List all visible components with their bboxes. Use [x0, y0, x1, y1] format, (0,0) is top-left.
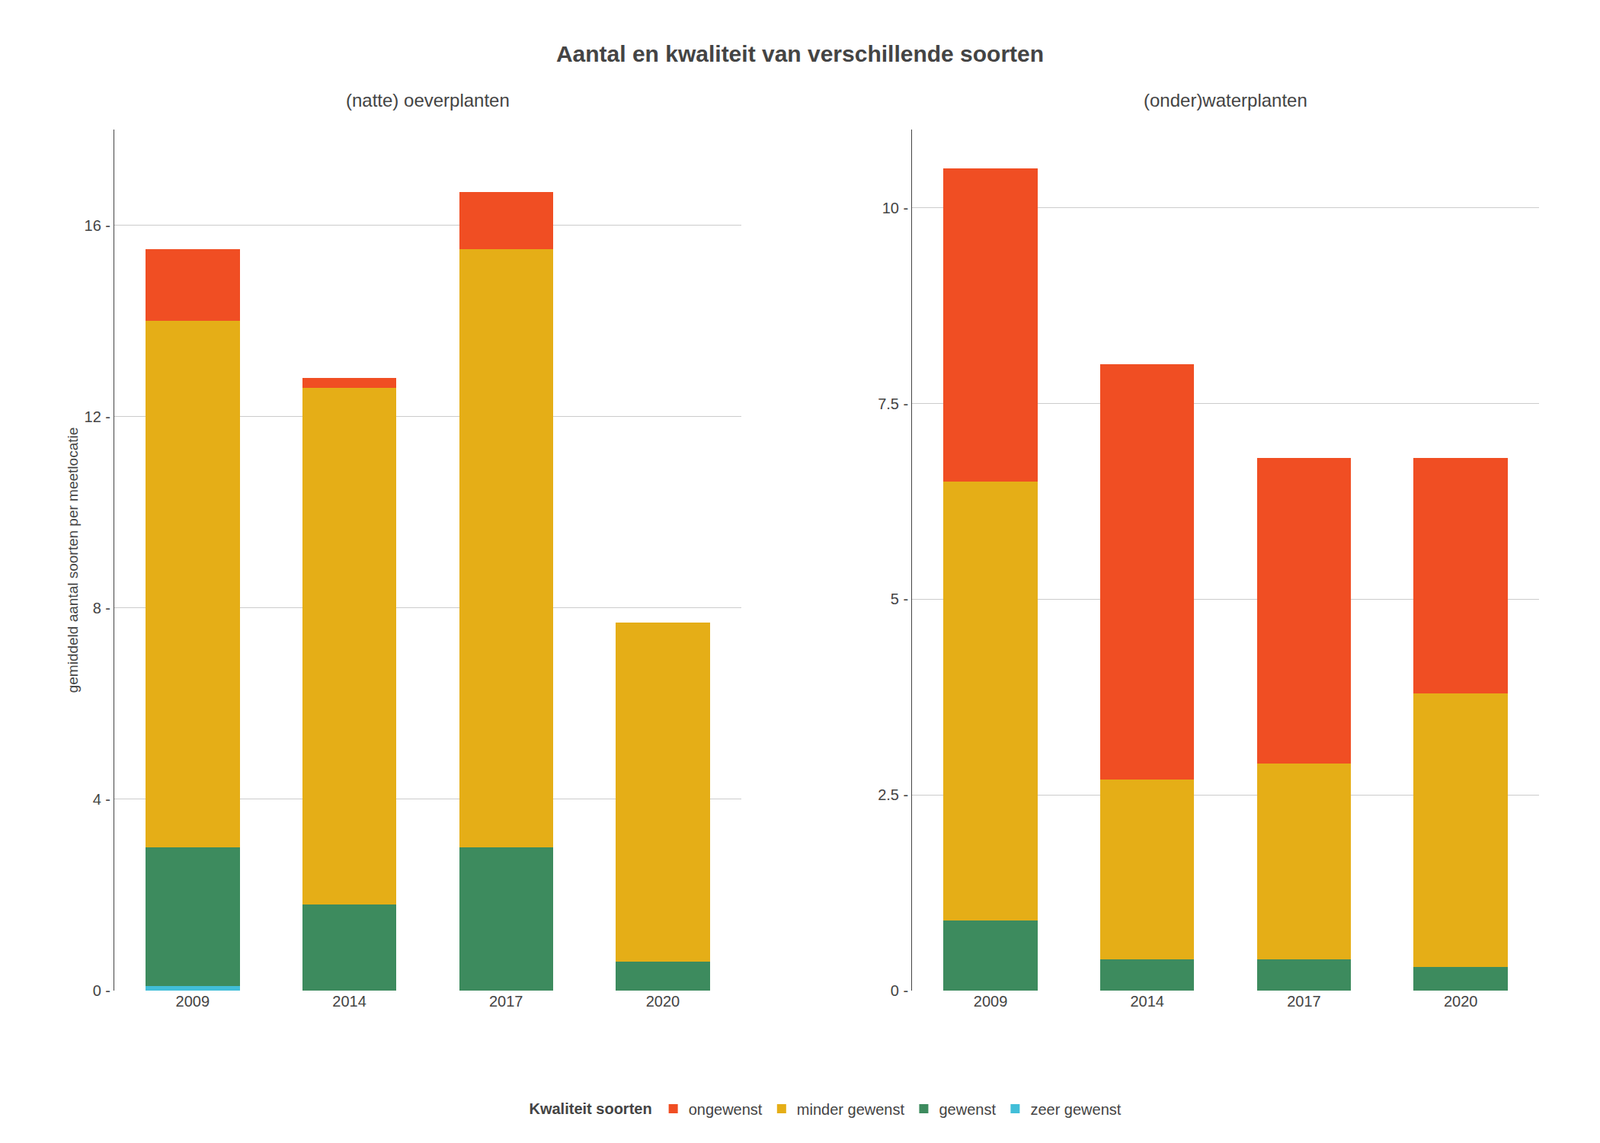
svg-text:8 -: 8 - [92, 599, 111, 617]
svg-text:gemiddeld aantal soorten per m: gemiddeld aantal soorten per meetlocatie [64, 427, 81, 694]
svg-text:0 -: 0 - [890, 982, 909, 999]
svg-text:(onder)waterplanten: (onder)waterplanten [1143, 89, 1308, 111]
svg-text:12 -: 12 - [84, 408, 111, 426]
svg-text:16 -: 16 - [84, 217, 111, 234]
svg-text:7.5 -: 7.5 - [877, 395, 909, 413]
svg-text:2.5 -: 2.5 - [877, 786, 909, 804]
svg-text:2017: 2017 [1286, 992, 1322, 1010]
svg-text:10 -: 10 - [882, 199, 909, 217]
svg-text:2009: 2009 [176, 992, 211, 1010]
svg-text:2009: 2009 [973, 992, 1008, 1010]
svg-text:zeer gewenst: zeer gewenst [1030, 1100, 1121, 1118]
svg-text:0 -: 0 - [92, 982, 111, 999]
svg-text:5 -: 5 - [890, 590, 909, 608]
svg-text:4 -: 4 - [92, 790, 111, 808]
svg-text:Kwaliteit soorten: Kwaliteit soorten [529, 1100, 653, 1117]
svg-text:2020: 2020 [1443, 992, 1479, 1010]
svg-text:2017: 2017 [489, 992, 524, 1010]
svg-text:2020: 2020 [646, 992, 681, 1010]
svg-text:2014: 2014 [1130, 992, 1165, 1010]
svg-text:minder gewenst: minder gewenst [796, 1100, 906, 1118]
svg-text:(natte) oeverplanten: (natte) oeverplanten [345, 89, 510, 111]
svg-text:Aantal en kwaliteit van versch: Aantal en kwaliteit van verschillende so… [556, 41, 1044, 67]
svg-text:ongewenst: ongewenst [688, 1100, 763, 1118]
svg-text:2014: 2014 [332, 992, 367, 1010]
svg-text:gewenst: gewenst [938, 1100, 996, 1118]
